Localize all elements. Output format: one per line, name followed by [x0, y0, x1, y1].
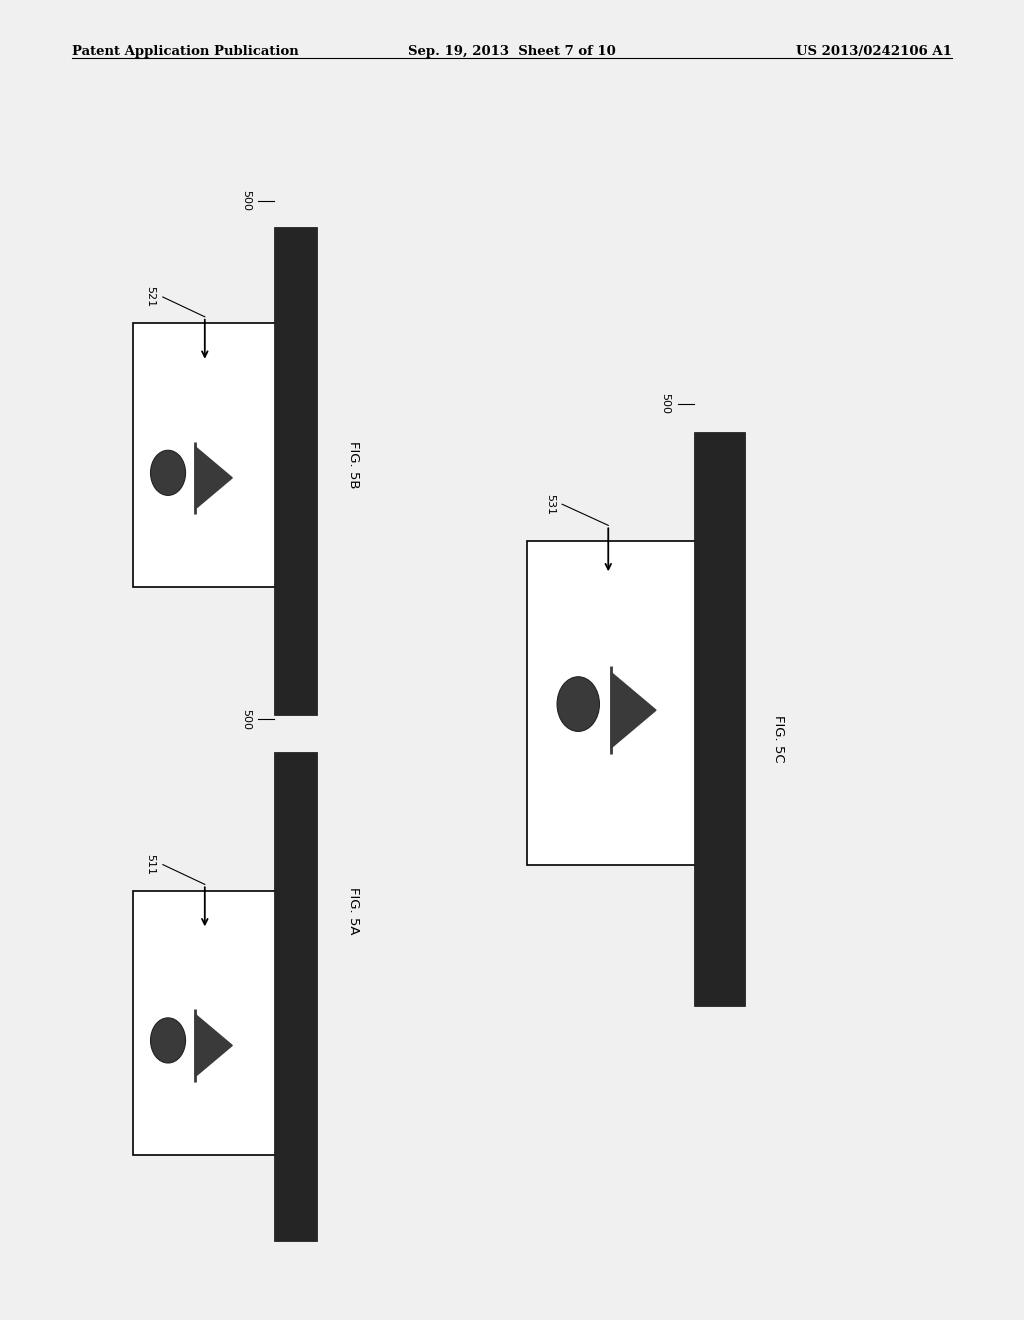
- Text: 500: 500: [241, 709, 251, 730]
- Bar: [274, 752, 317, 1241]
- Bar: [133, 323, 292, 587]
- Text: Patent Application Publication: Patent Application Publication: [72, 45, 298, 58]
- Circle shape: [151, 1018, 185, 1063]
- Polygon shape: [611, 672, 656, 748]
- Circle shape: [557, 677, 599, 731]
- Text: 531: 531: [545, 494, 555, 515]
- Text: 500: 500: [241, 190, 251, 211]
- Bar: [527, 541, 717, 865]
- Polygon shape: [196, 1014, 232, 1077]
- Circle shape: [151, 450, 185, 495]
- Text: FIG. 5C: FIG. 5C: [772, 715, 784, 763]
- Bar: [133, 891, 292, 1155]
- Text: 521: 521: [145, 286, 156, 308]
- Text: Sep. 19, 2013  Sheet 7 of 10: Sep. 19, 2013 Sheet 7 of 10: [409, 45, 615, 58]
- Text: FIG. 5B: FIG. 5B: [347, 441, 359, 488]
- Bar: [694, 432, 745, 1006]
- Text: 500: 500: [660, 393, 671, 414]
- Text: 511: 511: [145, 854, 156, 875]
- Bar: [274, 227, 317, 715]
- Text: FIG. 5A: FIG. 5A: [347, 887, 359, 935]
- Text: US 2013/0242106 A1: US 2013/0242106 A1: [797, 45, 952, 58]
- Polygon shape: [196, 446, 232, 510]
